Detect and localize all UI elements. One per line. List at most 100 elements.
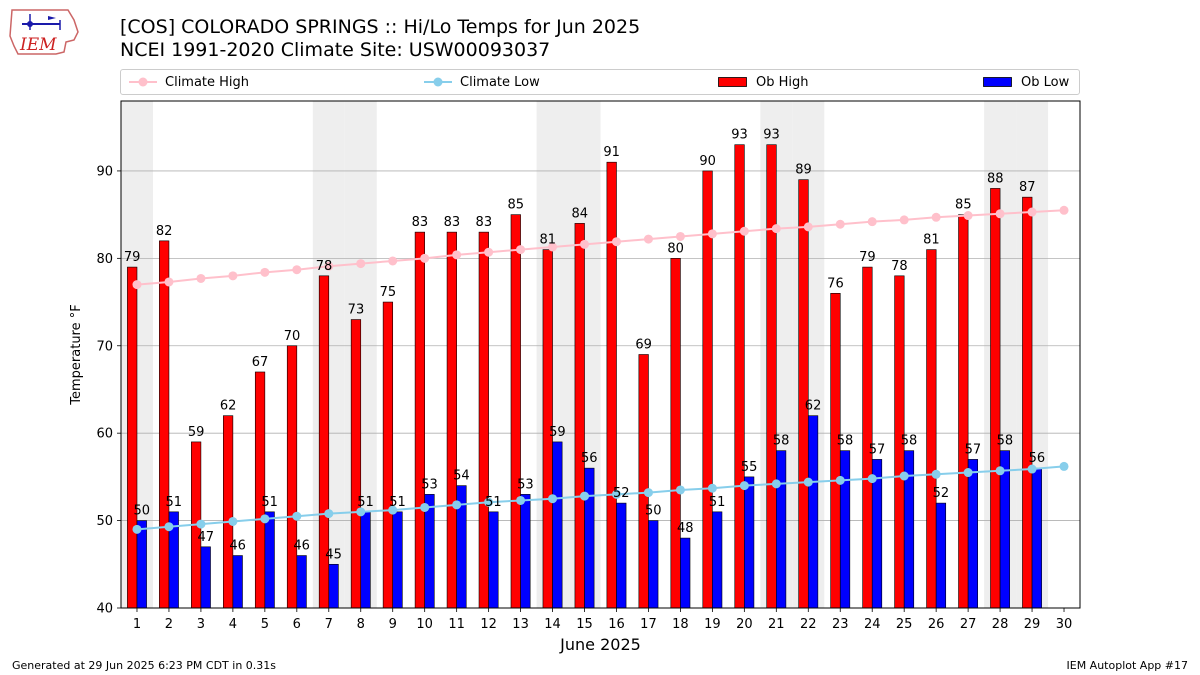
x-tick-label: 22 — [800, 617, 817, 632]
y-tick-label: 60 — [96, 427, 113, 442]
ob-low-bar — [552, 441, 563, 609]
ob-low-label: 54 — [453, 469, 470, 484]
legend-climate-high: Climate High — [129, 70, 249, 94]
generated-note: Generated at 29 Jun 2025 6:23 PM CDT in … — [12, 659, 277, 672]
ob-high-bar — [127, 266, 138, 609]
ob-high-label: 93 — [763, 128, 780, 143]
y-tick-label: 80 — [96, 252, 113, 267]
climate-low-point — [452, 500, 462, 510]
ob-low-bar — [776, 450, 787, 609]
climate-high-point — [899, 215, 909, 225]
legend-ob-high-label: Ob High — [756, 74, 809, 90]
ob-high-bar — [734, 144, 745, 609]
ob-low-bar — [935, 502, 947, 609]
climate-low-point — [867, 474, 877, 484]
x-tick-label: 13 — [512, 617, 529, 632]
ob-high-label: 69 — [635, 338, 652, 353]
climate-high-point — [260, 267, 270, 277]
ob-low-label: 46 — [293, 539, 310, 554]
climate-high-point — [803, 222, 813, 232]
ob-high-label: 81 — [923, 233, 940, 248]
ob-low-label: 51 — [357, 495, 374, 510]
ob-high-bar — [830, 293, 841, 609]
x-tick-label: 20 — [736, 617, 753, 632]
ob-high-bar — [990, 188, 1001, 609]
ob-high-bar — [798, 179, 809, 609]
climate-low-point — [835, 475, 845, 485]
legend-climate-high-label: Climate High — [165, 74, 250, 90]
climate-high-point — [867, 217, 877, 227]
x-tick-label: 24 — [864, 617, 881, 632]
ob-high-label: 90 — [699, 154, 716, 169]
ob-low-bar — [520, 494, 531, 609]
climate-low-point — [771, 479, 781, 489]
x-tick-label: 12 — [480, 617, 497, 632]
ob-high-bar — [159, 240, 170, 609]
x-tick-label: 17 — [640, 617, 657, 632]
climate-low-point — [899, 471, 909, 481]
ob-low-label: 48 — [677, 521, 694, 536]
ob-low-label: 51 — [709, 495, 726, 510]
climate-high-point — [356, 259, 366, 269]
x-tick-label: 8 — [357, 617, 365, 632]
x-tick-label: 5 — [261, 617, 269, 632]
climate-high-point — [228, 271, 238, 281]
climate-high-point — [516, 245, 526, 255]
ob-low-label: 56 — [1029, 451, 1046, 466]
ob-high-label: 75 — [380, 285, 397, 300]
ob-high-label: 62 — [220, 399, 237, 414]
ob-low-bar — [712, 511, 723, 609]
climate-low-point — [931, 469, 941, 479]
legend-ob-low: Ob Low — [983, 70, 1069, 94]
x-tick-label: 15 — [576, 617, 593, 632]
climate-low-point — [1059, 461, 1069, 471]
x-tick-label: 30 — [1056, 617, 1073, 632]
climate-low-point — [132, 524, 142, 534]
ob-low-label: 52 — [933, 486, 950, 501]
climate-low-point — [548, 494, 558, 504]
climate-low-point — [803, 477, 813, 487]
ob-low-bar — [488, 511, 499, 609]
ob-low-bar — [296, 555, 307, 609]
climate-high-point — [452, 250, 462, 260]
x-tick-label: 9 — [389, 617, 397, 632]
plot-frame — [120, 100, 1081, 609]
ob-high-label: 59 — [188, 425, 205, 440]
x-tick-label: 6 — [293, 617, 301, 632]
ob-low-label: 50 — [134, 504, 151, 519]
climate-low-point — [580, 491, 590, 501]
ob-low-label: 53 — [517, 477, 534, 492]
climate-high-point — [835, 219, 845, 229]
climate-low-point — [388, 505, 398, 515]
iem-logo: IEM — [8, 6, 82, 58]
ob-high-label: 79 — [859, 250, 876, 265]
climate-high-point — [1027, 207, 1037, 217]
ob-low-label: 51 — [261, 495, 278, 510]
climate-low-point — [196, 519, 206, 529]
climate-high-point — [643, 234, 653, 244]
climate-low-point — [643, 488, 653, 498]
climate-high-point — [611, 237, 621, 247]
ob-low-label: 46 — [229, 539, 246, 554]
chart-title: [COS] COLORADO SPRINGS :: Hi/Lo Temps fo… — [120, 16, 641, 38]
climate-low-point — [484, 497, 494, 507]
x-tick-label: 29 — [1024, 617, 1041, 632]
climate-low-point — [995, 466, 1005, 476]
app-note: IEM Autoplot App #17 — [1066, 659, 1189, 672]
x-tick-label: 19 — [704, 617, 721, 632]
ob-low-bar — [967, 459, 979, 609]
x-tick-label: 14 — [544, 617, 561, 632]
x-tick-label: 16 — [608, 617, 625, 632]
ob-high-bar — [286, 345, 298, 609]
climate-low-point — [1027, 464, 1037, 474]
ob-low-label: 50 — [645, 504, 662, 519]
climate-low-point — [611, 489, 621, 499]
x-tick-label: 1 — [133, 617, 141, 632]
x-tick-label: 23 — [832, 617, 849, 632]
climate-high-point — [196, 273, 206, 283]
legend-ob-high: Ob High — [718, 70, 809, 94]
ob-high-bar — [414, 231, 425, 609]
climate-low-point — [739, 481, 749, 491]
climate-low-point — [707, 483, 717, 493]
ob-high-bar — [382, 301, 394, 609]
